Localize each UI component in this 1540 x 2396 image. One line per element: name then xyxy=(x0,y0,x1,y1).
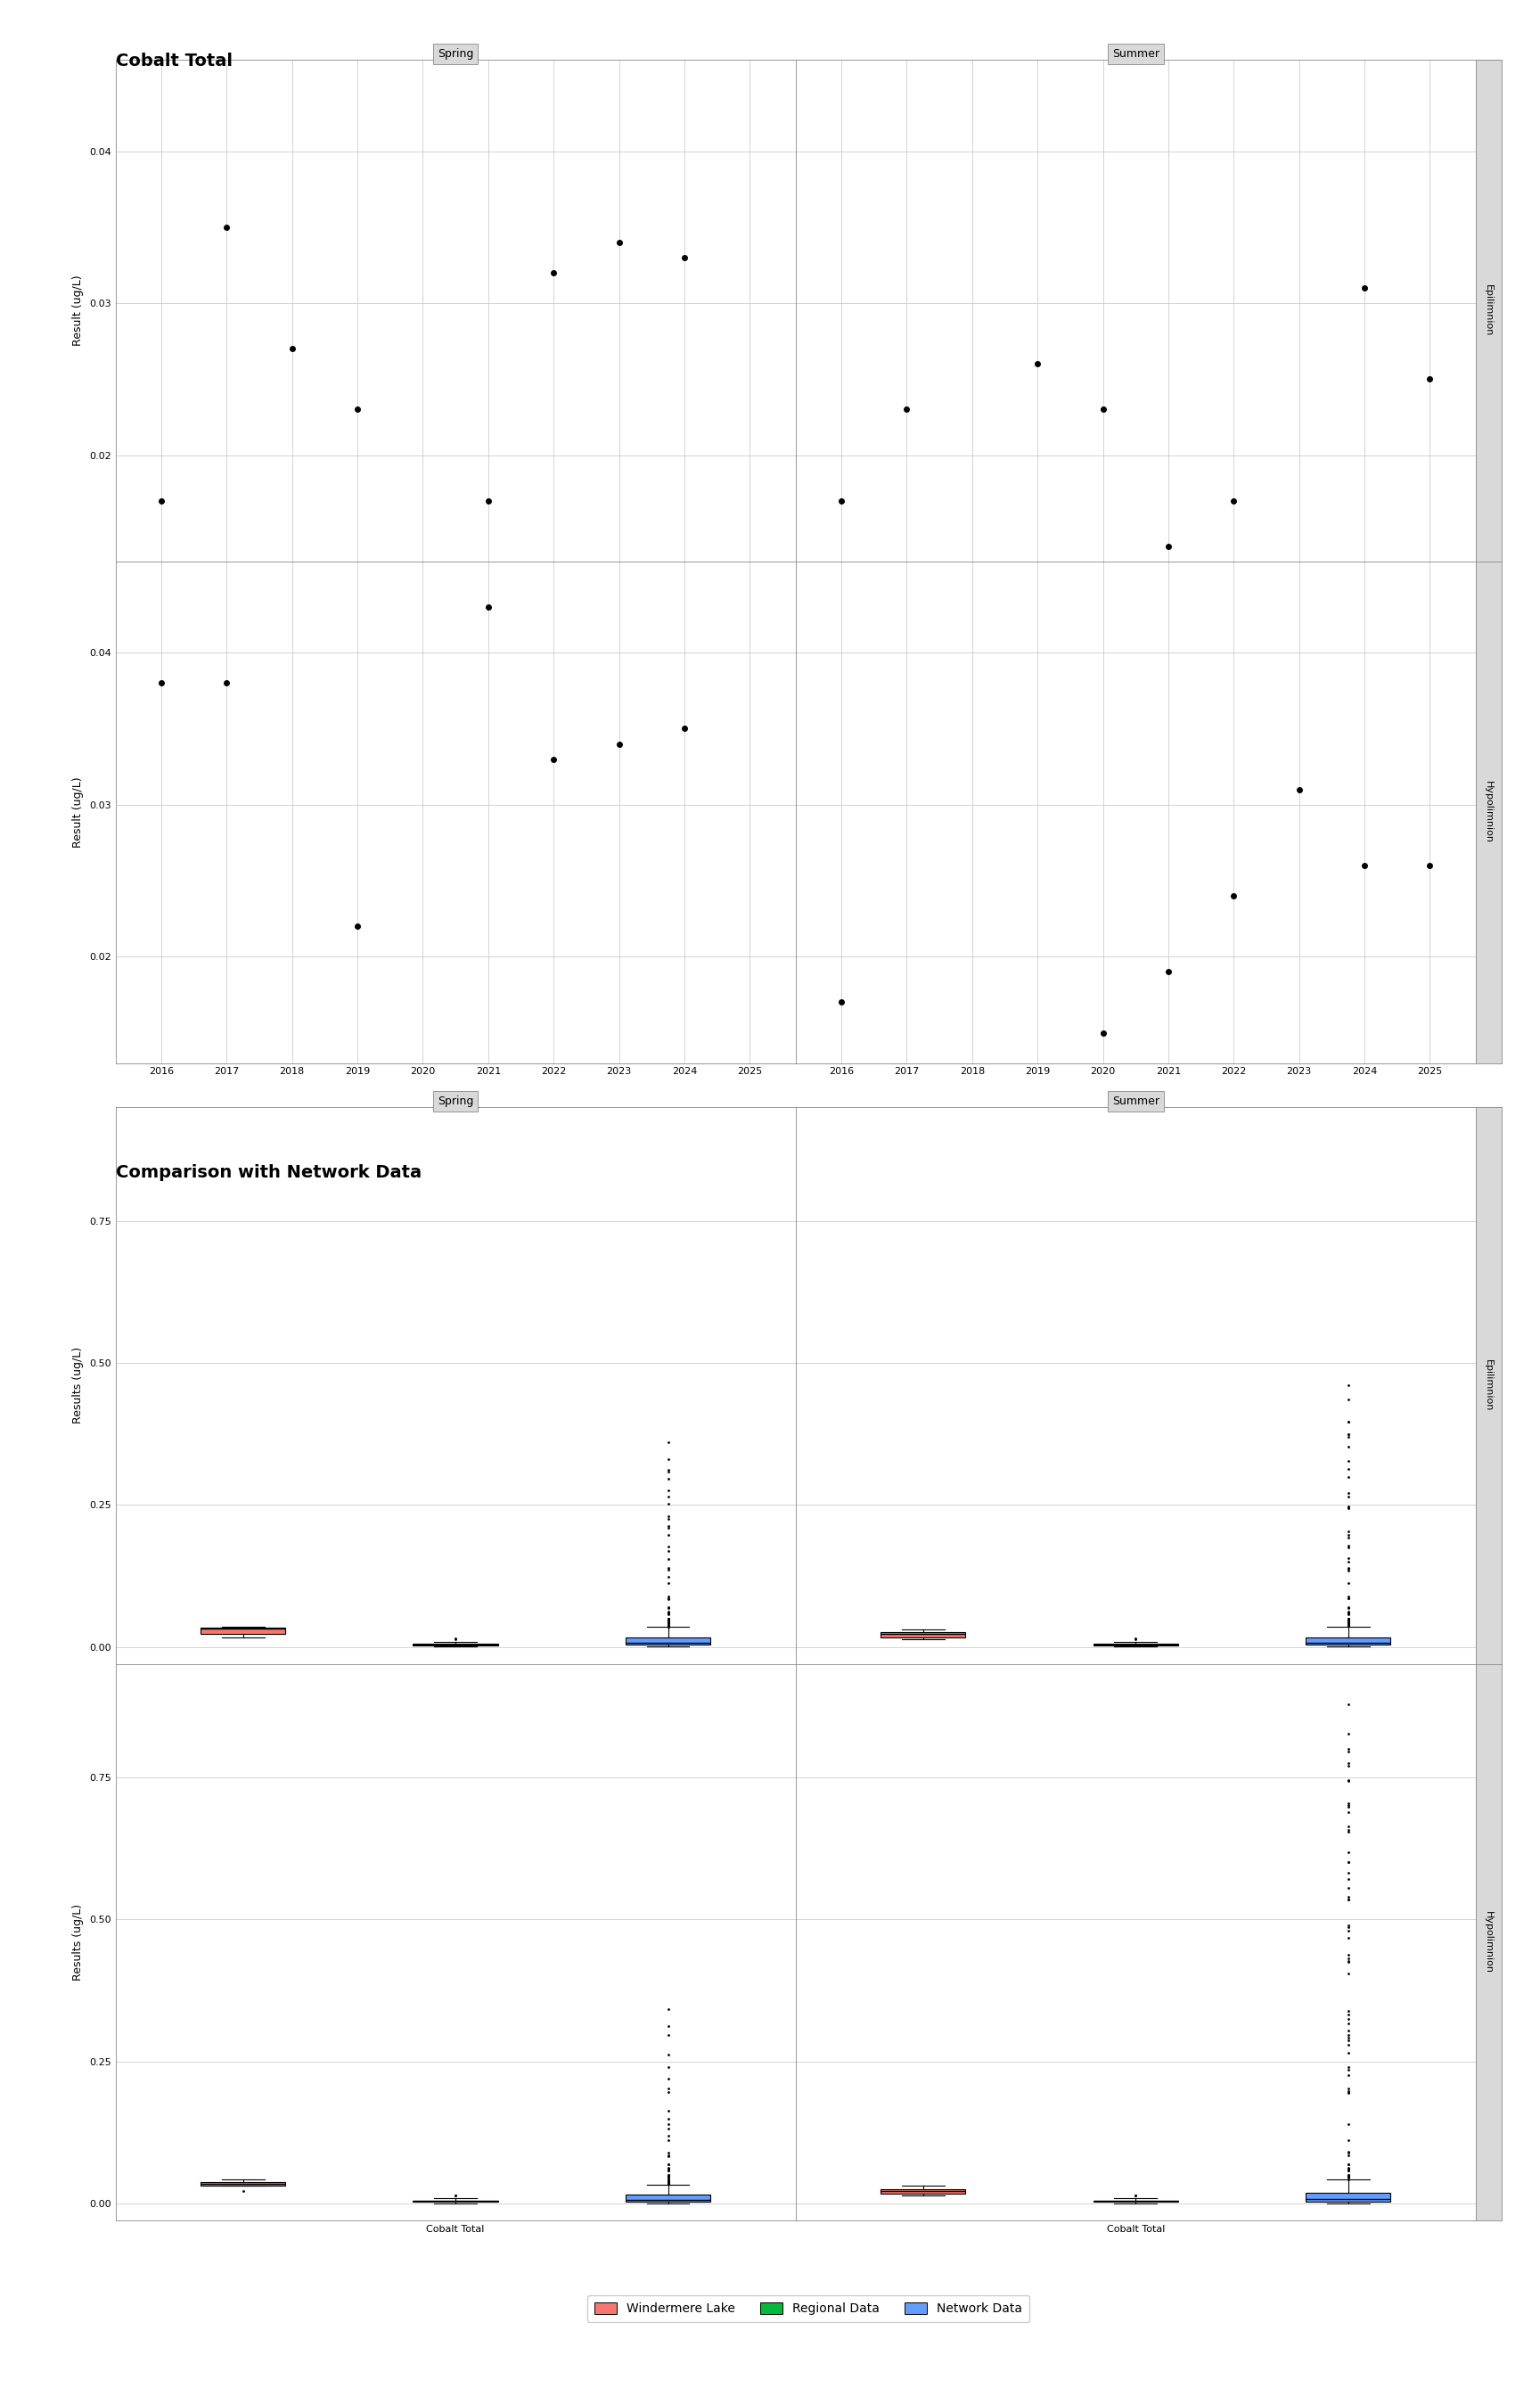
Title: Spring: Spring xyxy=(437,48,473,60)
PathPatch shape xyxy=(881,2190,966,2195)
Title: Summer: Summer xyxy=(1112,48,1160,60)
Y-axis label: Result (ug/L): Result (ug/L) xyxy=(72,276,85,345)
Point xyxy=(476,482,501,520)
PathPatch shape xyxy=(625,2195,710,2202)
Point xyxy=(1221,877,1246,915)
Point xyxy=(345,908,370,946)
Text: Hypolimnion: Hypolimnion xyxy=(1485,781,1494,843)
Point xyxy=(607,724,631,762)
Point xyxy=(607,223,631,261)
Text: Epilimnion: Epilimnion xyxy=(1485,1359,1494,1411)
Y-axis label: Results (ug/L): Results (ug/L) xyxy=(72,1905,85,1981)
Point xyxy=(476,587,501,625)
PathPatch shape xyxy=(200,2183,285,2185)
Point xyxy=(149,664,174,702)
Point xyxy=(895,391,919,429)
Point xyxy=(1090,1014,1115,1052)
Point xyxy=(1352,268,1377,307)
Point xyxy=(671,237,696,276)
Point xyxy=(1157,954,1181,992)
PathPatch shape xyxy=(200,1627,285,1634)
Point xyxy=(1157,527,1181,565)
Point xyxy=(1090,391,1115,429)
Point xyxy=(1417,846,1441,884)
Title: Summer: Summer xyxy=(1112,1095,1160,1107)
Point xyxy=(829,982,853,1021)
PathPatch shape xyxy=(1306,2192,1391,2202)
Legend: Windermere Lake, Regional Data, Network Data: Windermere Lake, Regional Data, Network … xyxy=(587,2295,1030,2322)
Point xyxy=(280,331,305,369)
Point xyxy=(671,709,696,748)
PathPatch shape xyxy=(1306,1636,1391,1646)
Y-axis label: Result (ug/L): Result (ug/L) xyxy=(72,776,85,848)
Point xyxy=(345,391,370,429)
Point xyxy=(541,740,565,779)
PathPatch shape xyxy=(625,1639,710,1646)
Point xyxy=(1026,345,1050,383)
Text: Comparison with Network Data: Comparison with Network Data xyxy=(116,1164,422,1181)
Point xyxy=(1352,846,1377,884)
Y-axis label: Results (ug/L): Results (ug/L) xyxy=(72,1347,85,1423)
Text: Epilimnion: Epilimnion xyxy=(1485,285,1494,338)
Point xyxy=(829,482,853,520)
Point xyxy=(1417,359,1441,398)
Point xyxy=(1221,482,1246,520)
Title: Spring: Spring xyxy=(437,1095,473,1107)
PathPatch shape xyxy=(881,1632,966,1636)
Point xyxy=(149,482,174,520)
Text: Hypolimnion: Hypolimnion xyxy=(1485,1912,1494,1974)
Point xyxy=(214,664,239,702)
Point xyxy=(214,208,239,247)
Point xyxy=(1287,772,1312,810)
Text: Cobalt Total: Cobalt Total xyxy=(116,53,233,69)
Point xyxy=(541,254,565,292)
